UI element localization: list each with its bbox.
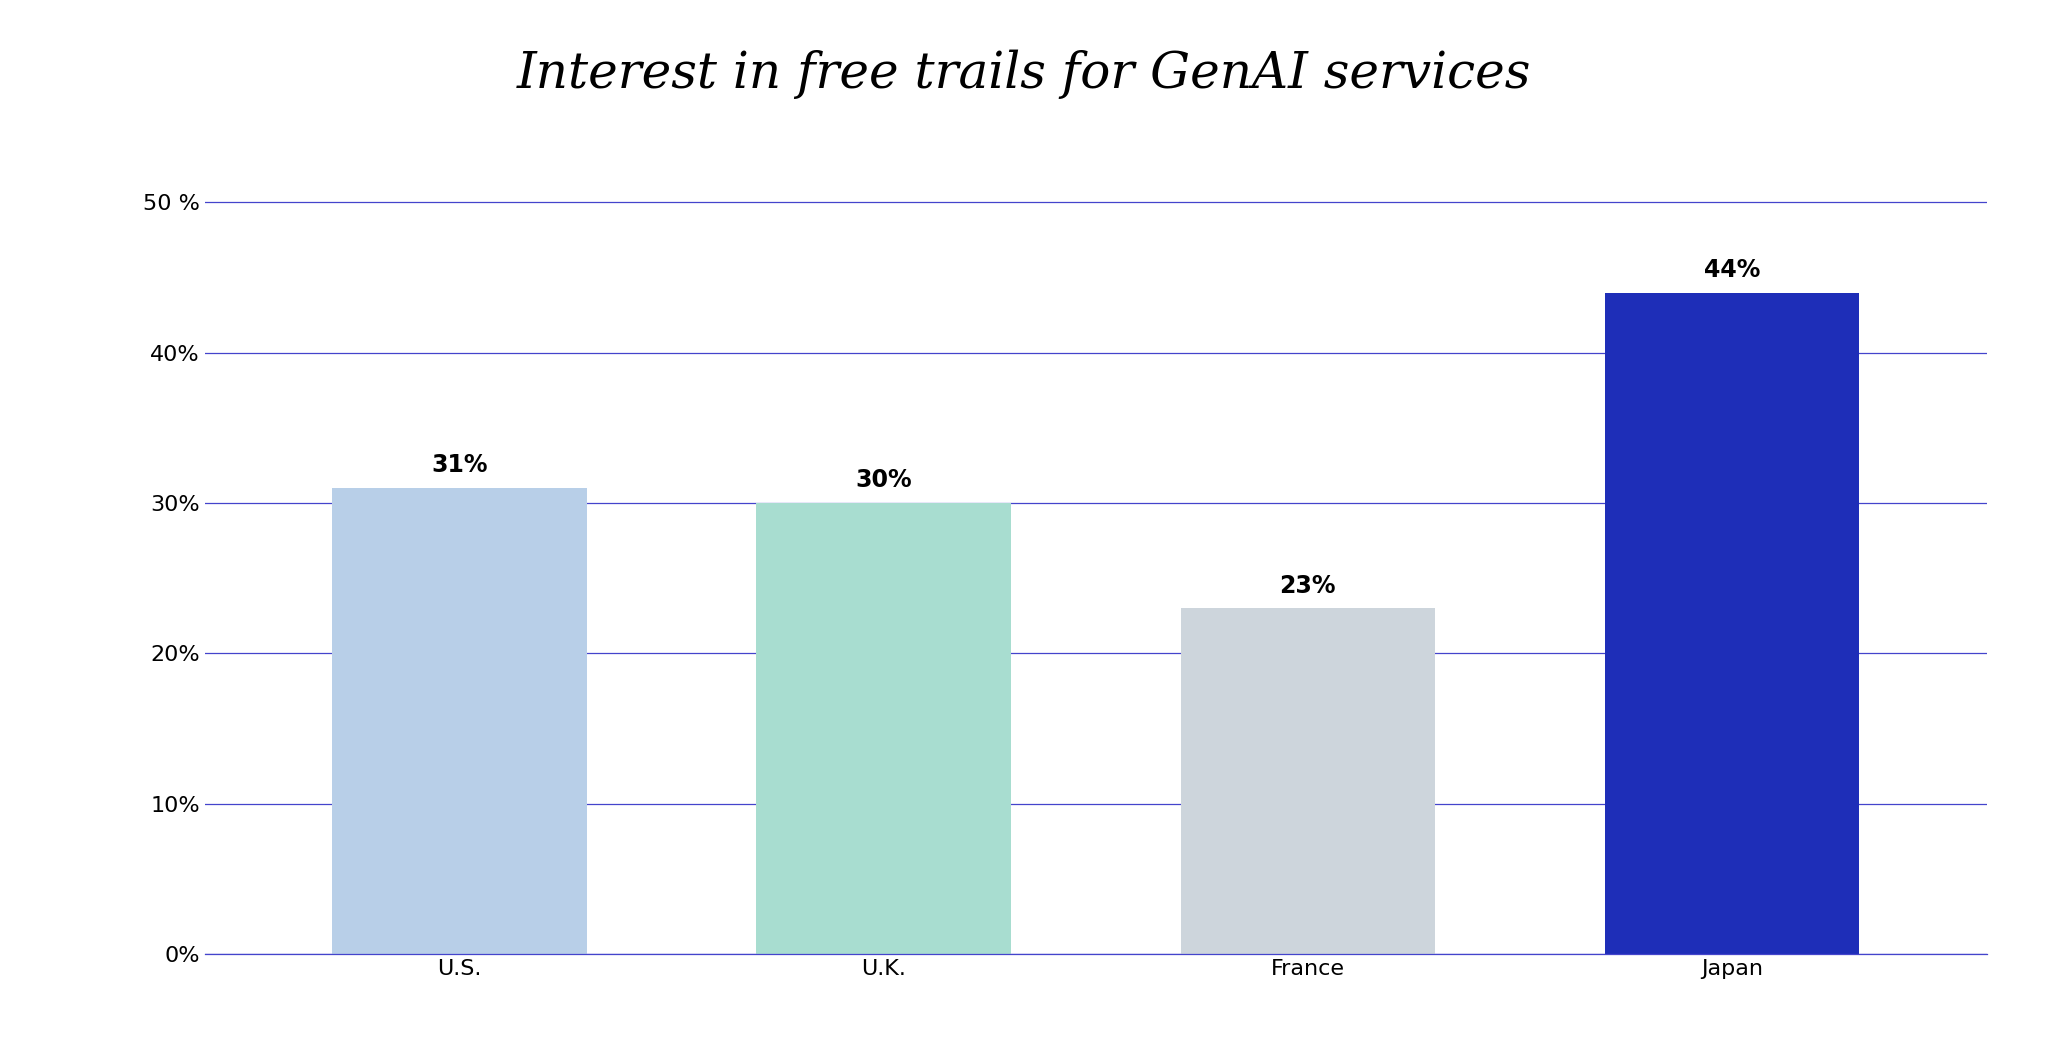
Text: 30%: 30% [856, 469, 911, 493]
Bar [1606, 293, 1860, 954]
Bar [332, 488, 586, 954]
Text: 31%: 31% [430, 454, 487, 477]
Text: 23%: 23% [1280, 573, 1335, 598]
Bar [1180, 608, 1436, 954]
Text: 44%: 44% [1704, 258, 1759, 282]
Bar [756, 504, 1012, 954]
Text: Interest in free trails for GenAI services: Interest in free trails for GenAI servic… [516, 50, 1532, 99]
